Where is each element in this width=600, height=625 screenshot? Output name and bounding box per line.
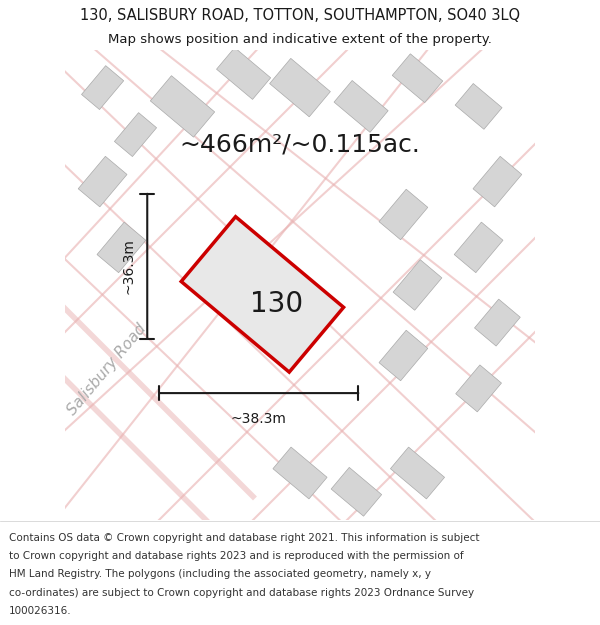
Text: ~466m²/~0.115ac.: ~466m²/~0.115ac. xyxy=(179,132,421,156)
Polygon shape xyxy=(97,222,146,272)
Polygon shape xyxy=(455,84,502,129)
Text: Salisbury Road: Salisbury Road xyxy=(65,321,149,418)
Polygon shape xyxy=(473,156,522,207)
Text: Contains OS data © Crown copyright and database right 2021. This information is : Contains OS data © Crown copyright and d… xyxy=(9,532,479,542)
Text: 100026316.: 100026316. xyxy=(9,606,71,616)
Text: 130: 130 xyxy=(250,290,303,318)
Text: ~36.3m: ~36.3m xyxy=(121,238,136,294)
Polygon shape xyxy=(269,58,331,117)
Polygon shape xyxy=(456,365,502,412)
Polygon shape xyxy=(392,54,443,102)
Polygon shape xyxy=(454,222,503,272)
Polygon shape xyxy=(475,299,520,346)
Polygon shape xyxy=(334,81,388,132)
Polygon shape xyxy=(273,447,327,499)
Text: to Crown copyright and database rights 2023 and is reproduced with the permissio: to Crown copyright and database rights 2… xyxy=(9,551,464,561)
Polygon shape xyxy=(217,48,271,99)
Text: ~38.3m: ~38.3m xyxy=(231,412,287,426)
Polygon shape xyxy=(151,76,215,137)
Text: 130, SALISBURY ROAD, TOTTON, SOUTHAMPTON, SO40 3LQ: 130, SALISBURY ROAD, TOTTON, SOUTHAMPTON… xyxy=(80,8,520,22)
Polygon shape xyxy=(115,112,157,156)
Polygon shape xyxy=(393,260,442,310)
Polygon shape xyxy=(82,66,124,109)
Polygon shape xyxy=(331,468,382,516)
Text: co-ordinates) are subject to Crown copyright and database rights 2023 Ordnance S: co-ordinates) are subject to Crown copyr… xyxy=(9,588,474,598)
Text: Map shows position and indicative extent of the property.: Map shows position and indicative extent… xyxy=(108,32,492,46)
Polygon shape xyxy=(391,447,445,499)
Polygon shape xyxy=(379,189,428,240)
Polygon shape xyxy=(379,330,428,381)
Text: HM Land Registry. The polygons (including the associated geometry, namely x, y: HM Land Registry. The polygons (includin… xyxy=(9,569,431,579)
Polygon shape xyxy=(181,217,344,372)
Polygon shape xyxy=(78,156,127,207)
